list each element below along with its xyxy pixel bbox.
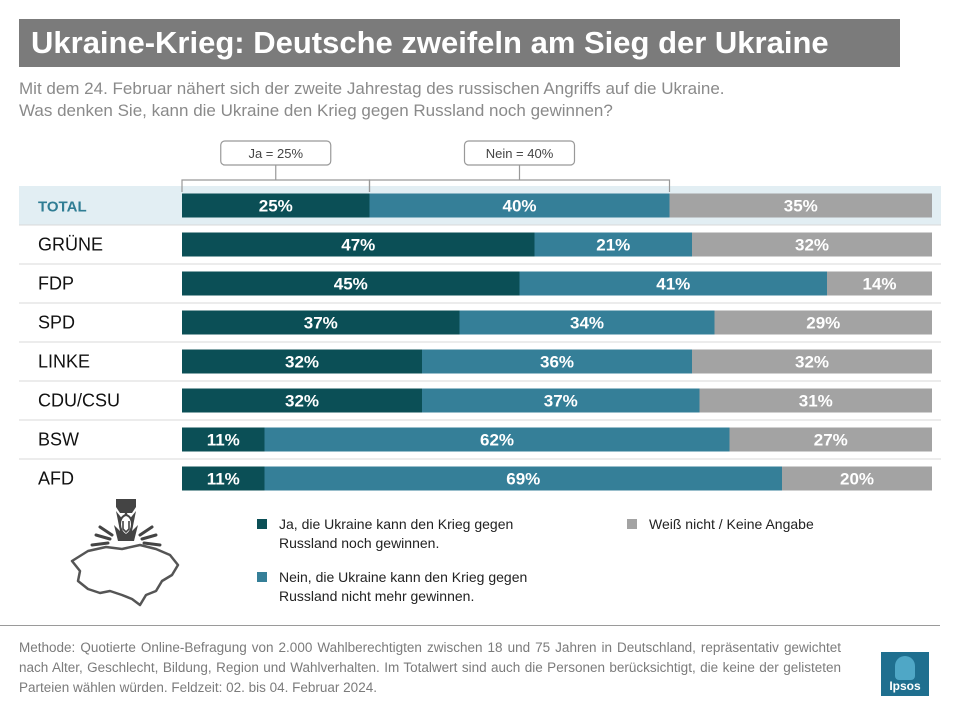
bar-linke-s0 (182, 349, 422, 374)
bar-label-fdp-s1: 41% (656, 275, 690, 294)
bar-label-bsw-s0: 11% (207, 431, 240, 450)
bar-total-s1 (369, 193, 670, 218)
bar-label-afd-s1: 69% (506, 470, 540, 489)
bar-label-grüne-s0: 47% (341, 236, 375, 255)
footer-divider (0, 625, 940, 626)
row-label-afd: AFD (38, 469, 74, 489)
row-label-fdp: FDP (38, 274, 74, 294)
bar-label-total-s1: 40% (502, 197, 536, 216)
bar-spd-s0 (182, 310, 460, 335)
bar-total-s0 (182, 193, 370, 218)
bar-label-cdu-csu-s0: 32% (285, 392, 319, 411)
bar-label-afd-s0: 11% (207, 470, 240, 489)
legend-swatch-weiss (627, 519, 637, 529)
bar-label-spd-s2: 29% (806, 314, 840, 333)
bar-label-spd-s0: 37% (304, 314, 338, 333)
chart-subtitle: Mit dem 24. Februar nähert sich der zwei… (19, 78, 919, 122)
legend-item-nein: Nein, die Ukraine kann den Krieg gegen R… (257, 568, 527, 606)
bar-grüne-s2 (692, 232, 932, 257)
bar-label-total-s2: 35% (784, 197, 818, 216)
bar-label-fdp-s0: 45% (334, 275, 368, 294)
bar-label-afd-s2: 20% (840, 470, 874, 489)
chart-title: Ukraine-Krieg: Deutsche zweifeln am Sieg… (19, 19, 900, 67)
bar-label-linke-s1: 36% (540, 353, 574, 372)
subtitle-line-2: Was denken Sie, kann die Ukraine den Kri… (19, 101, 613, 120)
bar-label-cdu-csu-s1: 37% (544, 392, 578, 411)
logo-text: Ipsos (889, 679, 921, 693)
row-label-total: TOTAL (38, 199, 87, 216)
legend-label-nein-line2: Russland nicht mehr gewinnen. (279, 588, 475, 604)
legend-label-ja-line1: Ja, die Ukraine kann den Krieg gegen (279, 516, 514, 532)
bar-label-bsw-s1: 62% (480, 431, 514, 450)
bar-bsw-s1 (264, 427, 730, 452)
bar-afd-s2 (782, 466, 932, 491)
bar-linke-s2 (692, 349, 932, 374)
bracket-nein (368, 165, 671, 192)
bar-fdp-s0 (182, 271, 520, 296)
bar-cdu-csu-s0 (182, 388, 422, 413)
bar-label-total-s0: 25% (259, 197, 293, 216)
legend-swatch-nein (257, 572, 267, 582)
legend-item-weiss: Weiß nicht / Keine Angabe (627, 515, 814, 534)
stacked-bar-chart: TOTAL 25% 40% 35% GRÜNE 47% 21% 32% FDP 45% 41% 14%… (19, 140, 941, 491)
legend-label-ja-line2: Russland noch gewinnen. (279, 535, 440, 551)
legend-label-weiss: Weiß nicht / Keine Angabe (649, 516, 814, 532)
bar-label-grüne-s1: 21% (596, 236, 630, 255)
bar-label-bsw-s2: 27% (814, 431, 848, 450)
bar-cdu-csu-s2 (699, 388, 932, 413)
subtitle-line-1: Mit dem 24. Februar nähert sich der zwei… (19, 79, 725, 98)
bar-linke-s1 (422, 349, 692, 374)
bar-fdp-s1 (519, 271, 827, 296)
bar-bsw-s2 (729, 427, 932, 452)
bar-total-s2 (669, 193, 932, 218)
annotation-label-ja: Ja = 25% (248, 146, 303, 161)
row-label-cdu-csu: CDU/CSU (38, 391, 120, 411)
bar-label-linke-s2: 32% (795, 353, 829, 372)
bar-label-spd-s1: 34% (570, 314, 604, 333)
legend-label-nein-line1: Nein, die Ukraine kann den Krieg gegen (279, 569, 528, 585)
bar-spd-s2 (714, 310, 932, 335)
annotation-box-ja (220, 140, 332, 166)
row-label-linke: LINKE (38, 352, 90, 372)
logo-shape (895, 656, 915, 680)
row-label-grüne: GRÜNE (38, 235, 103, 255)
annotation-box-nein (463, 140, 576, 166)
bar-label-cdu-csu-s2: 31% (799, 392, 833, 411)
bar-grüne-s1 (534, 232, 692, 257)
bar-grüne-s0 (182, 232, 535, 257)
bar-fdp-s2 (827, 271, 932, 296)
legend-item-ja: Ja, die Ukraine kann den Krieg gegen Rus… (257, 515, 513, 553)
bar-cdu-csu-s1 (422, 388, 700, 413)
bar-afd-s1 (264, 466, 782, 491)
row-label-spd: SPD (38, 313, 75, 333)
bar-label-fdp-s2: 14% (862, 275, 896, 294)
ukraine-war-icon (66, 495, 186, 620)
bar-spd-s1 (459, 310, 715, 335)
annotation-label-nein: Nein = 40% (486, 146, 554, 161)
legend-swatch-ja (257, 519, 267, 529)
bar-label-linke-s0: 32% (285, 353, 319, 372)
methodology-note: Methode: Quotierte Online-Befragung von … (19, 640, 841, 695)
ipsos-logo: Ipsos (881, 652, 929, 696)
bar-bsw-s0 (182, 427, 265, 452)
bar-afd-s0 (182, 466, 265, 491)
bar-label-grüne-s2: 32% (795, 236, 829, 255)
row-label-bsw: BSW (38, 430, 79, 450)
